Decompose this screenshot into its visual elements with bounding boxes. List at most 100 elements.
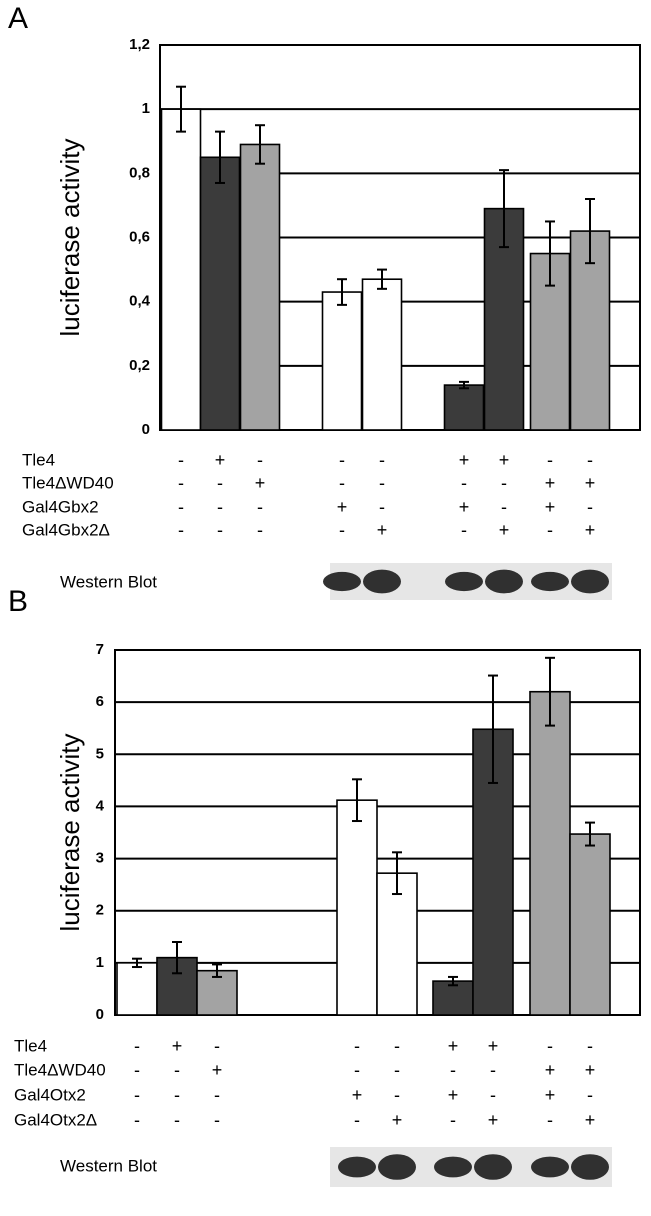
condition-label: Tle4ΔWD40 — [14, 1060, 106, 1079]
y-tick-label: 3 — [96, 850, 104, 867]
figure: Aluciferase activity00,20,40,60,811,2Tle… — [0, 0, 651, 1211]
condition-sign: + — [585, 473, 596, 493]
condition-sign: - — [354, 1036, 360, 1056]
condition-sign: + — [459, 497, 470, 517]
condition-label: Tle4ΔWD40 — [22, 473, 114, 492]
condition-sign: + — [499, 450, 510, 470]
y-tick-label: 0,4 — [129, 293, 151, 310]
condition-sign: - — [257, 520, 263, 540]
y-tick-label: 0,8 — [129, 164, 150, 181]
condition-sign: - — [501, 497, 507, 517]
condition-sign: + — [488, 1036, 499, 1056]
condition-sign: + — [212, 1060, 223, 1080]
bar — [117, 963, 157, 1015]
y-tick-label: 7 — [96, 641, 104, 658]
condition-sign: + — [448, 1036, 459, 1056]
condition-sign: - — [134, 1060, 140, 1080]
condition-sign: - — [379, 473, 385, 493]
condition-sign: - — [450, 1060, 456, 1080]
y-tick-label: 5 — [96, 745, 104, 762]
condition-sign: + — [392, 1110, 403, 1130]
blot-label: Western Blot — [60, 1156, 157, 1175]
condition-label: Gal4Otx2 — [14, 1085, 86, 1104]
panel-label: B — [8, 585, 28, 618]
condition-sign: - — [450, 1110, 456, 1130]
condition-sign: - — [547, 1110, 553, 1130]
condition-sign: + — [352, 1085, 363, 1105]
condition-sign: - — [354, 1110, 360, 1130]
blot-band — [474, 1154, 512, 1180]
blot-band — [571, 1154, 609, 1180]
condition-sign: - — [134, 1110, 140, 1130]
condition-sign: - — [394, 1085, 400, 1105]
condition-sign: - — [461, 520, 467, 540]
blot-label: Western Blot — [60, 572, 157, 591]
condition-sign: + — [459, 450, 470, 470]
condition-sign: - — [214, 1036, 220, 1056]
bar — [162, 109, 201, 430]
condition-sign: - — [134, 1036, 140, 1056]
condition-sign: - — [339, 450, 345, 470]
condition-sign: - — [178, 520, 184, 540]
condition-sign: - — [394, 1036, 400, 1056]
blot-band — [323, 572, 361, 591]
condition-sign: - — [461, 473, 467, 493]
condition-sign: - — [339, 520, 345, 540]
y-axis-label: luciferase activity — [55, 734, 85, 932]
bar — [201, 157, 240, 430]
condition-sign: - — [178, 450, 184, 470]
bar — [530, 692, 570, 1015]
condition-sign: - — [174, 1110, 180, 1130]
condition-sign: - — [339, 473, 345, 493]
condition-sign: + — [545, 1060, 556, 1080]
condition-sign: - — [214, 1085, 220, 1105]
condition-sign: + — [488, 1110, 499, 1130]
blot-band — [531, 572, 569, 591]
bar — [570, 834, 610, 1015]
page: {"chart_data": [ {"type": "bar", "panel"… — [0, 0, 651, 1211]
y-tick-label: 0 — [96, 1006, 104, 1023]
condition-sign: + — [448, 1085, 459, 1105]
panel-label: A — [8, 2, 28, 35]
condition-sign: + — [255, 473, 266, 493]
condition-sign: - — [134, 1085, 140, 1105]
condition-sign: + — [499, 520, 510, 540]
y-tick-label: 2 — [96, 902, 104, 919]
condition-sign: - — [547, 450, 553, 470]
condition-sign: - — [379, 497, 385, 517]
blot-band — [434, 1157, 472, 1178]
bar — [445, 385, 484, 430]
condition-sign: + — [377, 520, 388, 540]
condition-sign: - — [178, 497, 184, 517]
condition-sign: - — [354, 1060, 360, 1080]
condition-sign: - — [217, 497, 223, 517]
blot-band — [363, 570, 401, 594]
y-tick-label: 1,2 — [129, 36, 150, 53]
condition-sign: + — [215, 450, 226, 470]
y-tick-label: 1 — [96, 954, 104, 971]
blot-band — [338, 1157, 376, 1178]
blot-band — [531, 1157, 569, 1178]
condition-sign: - — [217, 473, 223, 493]
condition-sign: - — [174, 1060, 180, 1080]
condition-sign: - — [490, 1060, 496, 1080]
condition-sign: - — [547, 520, 553, 540]
condition-sign: - — [587, 1085, 593, 1105]
condition-sign: - — [178, 473, 184, 493]
condition-sign: - — [174, 1085, 180, 1105]
condition-sign: - — [587, 497, 593, 517]
bar — [323, 292, 362, 430]
y-tick-label: 0,6 — [129, 228, 150, 245]
condition-label: Gal4Otx2Δ — [14, 1110, 97, 1129]
condition-sign: - — [587, 1036, 593, 1056]
condition-sign: + — [585, 1060, 596, 1080]
condition-sign: - — [394, 1060, 400, 1080]
y-tick-label: 4 — [96, 797, 105, 814]
y-tick-label: 6 — [96, 693, 104, 710]
condition-sign: + — [337, 497, 348, 517]
condition-label: Tle4 — [14, 1036, 47, 1055]
blot-band — [378, 1154, 416, 1180]
y-tick-label: 1 — [142, 100, 150, 117]
condition-label: Gal4Gbx2 — [22, 497, 99, 516]
condition-sign: - — [257, 497, 263, 517]
